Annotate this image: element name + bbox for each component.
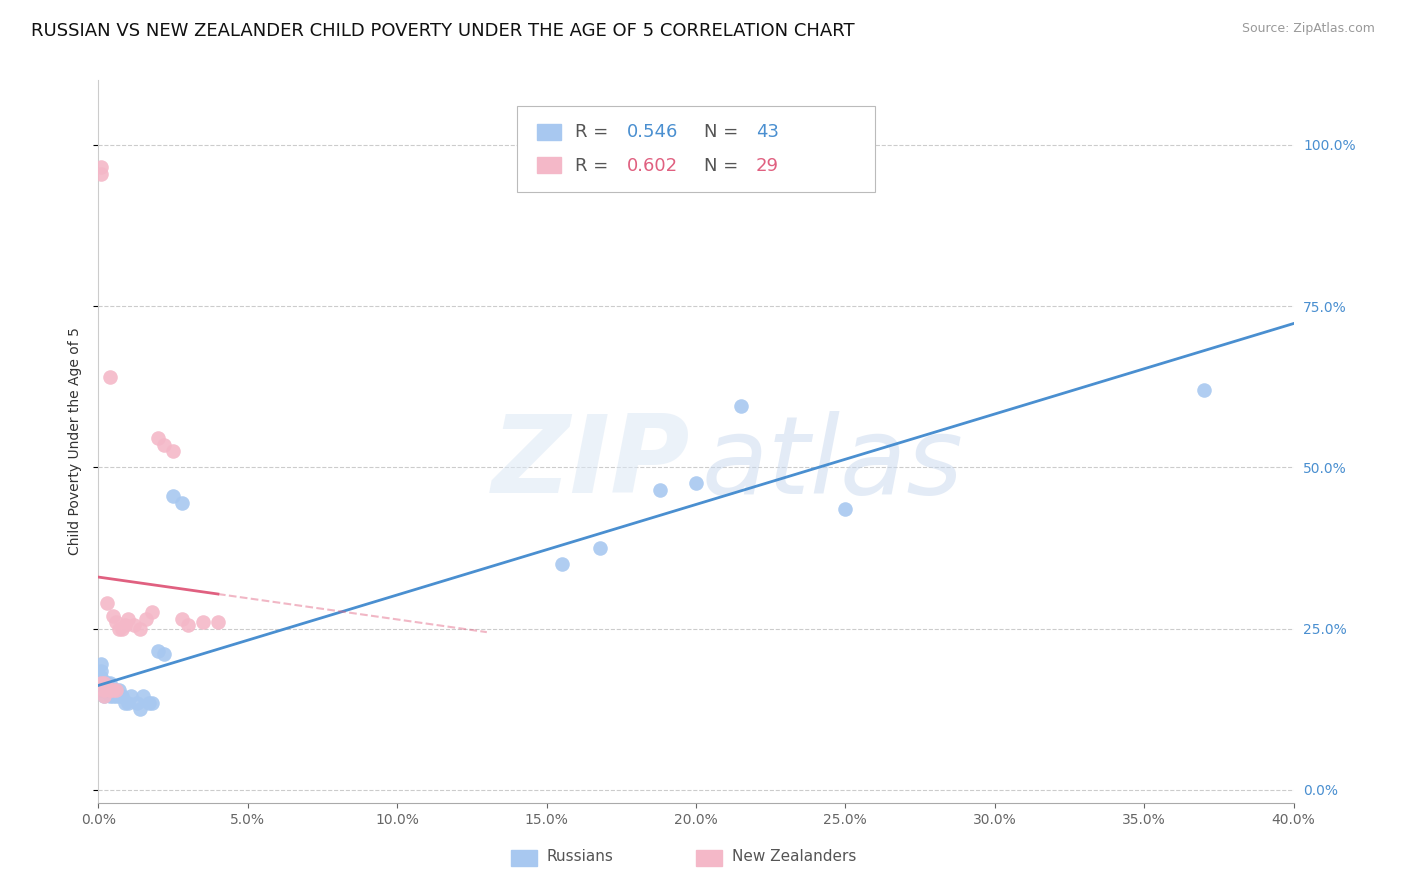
Point xyxy=(93,676,115,690)
Point xyxy=(730,399,752,413)
Point xyxy=(108,682,131,697)
Point xyxy=(108,622,131,636)
Point xyxy=(90,664,112,678)
Point xyxy=(141,696,163,710)
Point xyxy=(98,690,122,704)
Point xyxy=(96,682,118,697)
Point xyxy=(685,476,707,491)
Point xyxy=(135,612,157,626)
Text: New Zealanders: New Zealanders xyxy=(733,849,856,864)
Point xyxy=(162,444,184,458)
Point xyxy=(117,696,139,710)
Point xyxy=(162,489,184,503)
Point xyxy=(127,696,149,710)
Point xyxy=(124,618,146,632)
Text: Source: ZipAtlas.com: Source: ZipAtlas.com xyxy=(1241,22,1375,36)
Bar xyxy=(696,850,723,865)
Text: Russians: Russians xyxy=(547,849,613,864)
Point xyxy=(105,682,128,697)
Point xyxy=(93,690,115,704)
Y-axis label: Child Poverty Under the Age of 5: Child Poverty Under the Age of 5 xyxy=(69,327,83,556)
Point xyxy=(834,502,856,516)
Point xyxy=(129,702,152,716)
Point xyxy=(111,690,134,704)
Point xyxy=(93,690,115,704)
Point xyxy=(105,682,128,697)
Point xyxy=(111,622,134,636)
Point xyxy=(650,483,672,497)
Point xyxy=(93,676,115,690)
Bar xyxy=(537,124,561,139)
Text: atlas: atlas xyxy=(702,410,965,516)
Point xyxy=(550,557,572,571)
Text: N =: N = xyxy=(704,123,744,141)
Point xyxy=(105,690,128,704)
Point xyxy=(117,612,139,626)
Text: 0.602: 0.602 xyxy=(627,156,678,175)
Point xyxy=(138,696,160,710)
Point xyxy=(90,167,112,181)
Point xyxy=(96,596,118,610)
Bar xyxy=(537,157,561,173)
Point xyxy=(93,682,115,697)
Point xyxy=(93,682,115,697)
Point xyxy=(141,606,163,620)
Point xyxy=(90,670,112,684)
Point xyxy=(129,622,152,636)
Point xyxy=(132,690,155,704)
Point xyxy=(120,690,142,704)
Point xyxy=(172,496,194,510)
Point xyxy=(93,676,115,690)
Text: ZIP: ZIP xyxy=(492,410,690,516)
Point xyxy=(90,657,112,672)
Point xyxy=(172,612,194,626)
Point xyxy=(103,690,125,704)
Point xyxy=(148,644,170,658)
Point xyxy=(114,696,136,710)
Point xyxy=(103,682,125,697)
Point xyxy=(90,676,112,690)
Point xyxy=(103,608,125,623)
Point xyxy=(90,676,112,690)
Point xyxy=(90,161,112,175)
Point xyxy=(1192,383,1215,397)
Point xyxy=(177,618,200,632)
Point xyxy=(153,648,176,662)
Point xyxy=(96,676,118,690)
Point xyxy=(153,438,176,452)
Point xyxy=(191,615,214,630)
Point xyxy=(98,682,122,697)
Point xyxy=(207,615,229,630)
Point xyxy=(103,682,125,697)
Point xyxy=(96,682,118,697)
Point xyxy=(98,676,122,690)
Text: R =: R = xyxy=(575,156,614,175)
Point xyxy=(98,682,122,697)
Point xyxy=(90,682,112,697)
Point xyxy=(90,682,112,697)
Text: N =: N = xyxy=(704,156,744,175)
Text: 43: 43 xyxy=(756,123,779,141)
Point xyxy=(589,541,612,555)
FancyBboxPatch shape xyxy=(517,105,875,193)
Point xyxy=(105,615,128,630)
Point xyxy=(98,370,122,384)
Bar xyxy=(510,850,537,865)
Text: 0.546: 0.546 xyxy=(627,123,678,141)
Point xyxy=(148,431,170,445)
Point xyxy=(96,680,118,694)
Text: RUSSIAN VS NEW ZEALANDER CHILD POVERTY UNDER THE AGE OF 5 CORRELATION CHART: RUSSIAN VS NEW ZEALANDER CHILD POVERTY U… xyxy=(31,22,855,40)
Point xyxy=(93,682,115,697)
Point xyxy=(114,618,136,632)
Point xyxy=(108,690,131,704)
Text: R =: R = xyxy=(575,123,614,141)
Text: 29: 29 xyxy=(756,156,779,175)
